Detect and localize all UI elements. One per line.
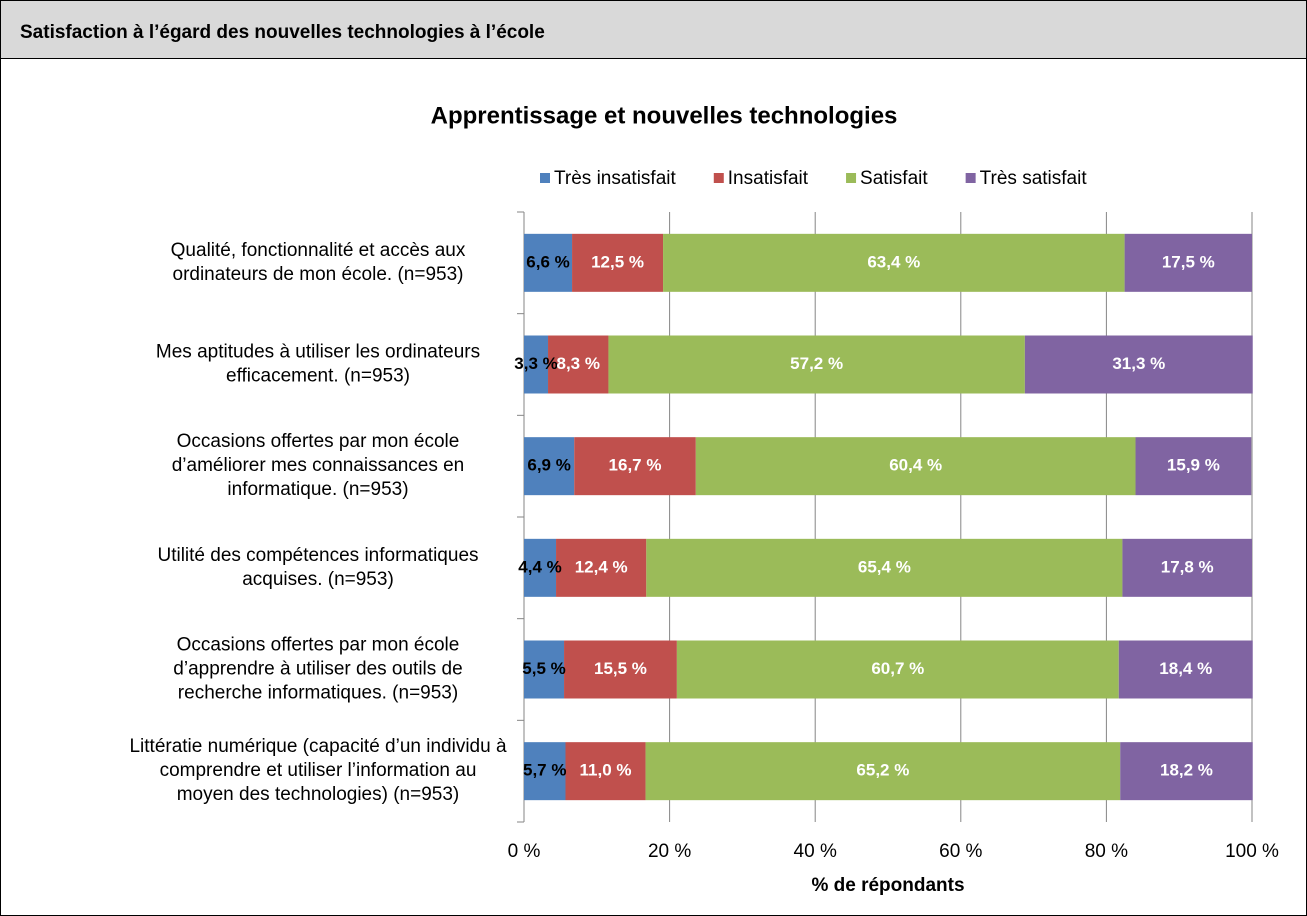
bar-segment	[646, 538, 1123, 597]
legend-label: Insatisfait	[728, 168, 809, 189]
value-label: 5,5 %	[522, 659, 565, 678]
value-label: 11,0 %	[580, 761, 632, 780]
value-label: 4,4 %	[518, 557, 561, 576]
bar-segment	[608, 335, 1025, 394]
bar-segment	[695, 437, 1136, 496]
bar-segment	[524, 742, 566, 801]
bar-segment	[645, 742, 1121, 801]
x-tick-label: 80 %	[1085, 841, 1128, 862]
bar-segment	[1118, 640, 1253, 699]
bar-segment	[565, 742, 646, 801]
value-label: 65,4 %	[858, 557, 911, 576]
value-label: 31,3 %	[1112, 354, 1165, 373]
category-label: Occasions offertes par mon école	[177, 635, 460, 656]
category-label: Qualité, fonctionnalité et accès aux	[171, 240, 466, 261]
category-label: ordinateurs de mon école. (n=953)	[173, 264, 464, 285]
bar-segment	[524, 437, 575, 496]
bar-segment	[1024, 335, 1253, 394]
chart-title: Apprentissage et nouvelles technologies	[431, 102, 898, 129]
category-label: Utilité des compétences informatiques	[157, 545, 478, 566]
value-label: 8,3 %	[556, 354, 599, 373]
bar-segment	[524, 538, 557, 597]
legend-swatch	[965, 173, 976, 183]
bar-segment	[1135, 437, 1252, 496]
category-label: Littératie numérique (capacité d’un indi…	[129, 736, 506, 757]
bar-segment	[524, 640, 565, 699]
category-label: efficacement. (n=953)	[226, 366, 410, 387]
x-tick-label: 60 %	[939, 841, 982, 862]
x-tick-label: 100 %	[1225, 841, 1279, 862]
x-axis-label: % de répondants	[811, 875, 964, 896]
value-label: 17,5 %	[1162, 252, 1215, 271]
bar-segment	[1124, 233, 1252, 292]
category-label: Occasions offertes par mon école	[177, 431, 460, 452]
category-label: recherche informatiques. (n=953)	[178, 683, 458, 704]
value-label: 6,6 %	[526, 252, 569, 271]
bar-segment	[564, 640, 677, 699]
value-label: 60,7 %	[871, 659, 924, 678]
value-label: 18,4 %	[1159, 659, 1212, 678]
value-label: 63,4 %	[867, 252, 920, 271]
value-label: 65,2 %	[856, 761, 909, 780]
value-label: 6,9 %	[527, 456, 570, 475]
value-label: 5,7 %	[523, 761, 566, 780]
value-label: 18,2 %	[1160, 761, 1213, 780]
value-label: 15,9 %	[1167, 456, 1220, 475]
category-label: informatique. (n=953)	[227, 479, 408, 500]
legend-label: Très insatisfait	[554, 168, 676, 189]
bar-segment	[572, 233, 664, 292]
bar-segment	[574, 437, 696, 496]
legend-swatch	[846, 173, 857, 183]
x-tick-label: 40 %	[794, 841, 837, 862]
category-label: acquises. (n=953)	[242, 569, 394, 590]
bar-segment	[663, 233, 1125, 292]
category-label: comprendre et utiliser l’information au	[160, 760, 477, 781]
value-label: 12,5 %	[591, 252, 644, 271]
value-label: 57,2 %	[790, 354, 843, 373]
bar-segment	[524, 335, 549, 394]
value-label: 60,4 %	[889, 456, 942, 475]
value-label: 3,3 %	[514, 354, 557, 373]
legend-label: Satisfait	[860, 168, 928, 189]
header-title: Satisfaction à l’égard des nouvelles tec…	[20, 22, 545, 43]
bar-segment	[676, 640, 1119, 699]
value-label: 16,7 %	[609, 456, 662, 475]
bar-segment	[548, 335, 609, 394]
category-label: Mes aptitudes à utiliser les ordinateurs	[156, 342, 480, 363]
bar-segment	[556, 538, 647, 597]
x-tick-label: 0 %	[508, 841, 541, 862]
legend-label: Très satisfait	[980, 168, 1088, 189]
bar-segment	[1122, 538, 1252, 597]
value-label: 15,5 %	[594, 659, 647, 678]
bar-segment	[1120, 742, 1253, 801]
value-label: 12,4 %	[575, 557, 628, 576]
bar-segment	[524, 233, 573, 292]
category-label: d’apprendre à utiliser des outils de	[173, 659, 462, 680]
category-label: d’améliorer mes connaissances en	[172, 455, 465, 476]
header-band	[0, 0, 1307, 59]
x-tick-label: 20 %	[648, 841, 691, 862]
category-label: moyen des technologies) (n=953)	[177, 784, 460, 805]
value-label: 17,8 %	[1161, 557, 1214, 576]
legend-swatch	[713, 173, 724, 183]
legend-swatch	[540, 173, 550, 183]
